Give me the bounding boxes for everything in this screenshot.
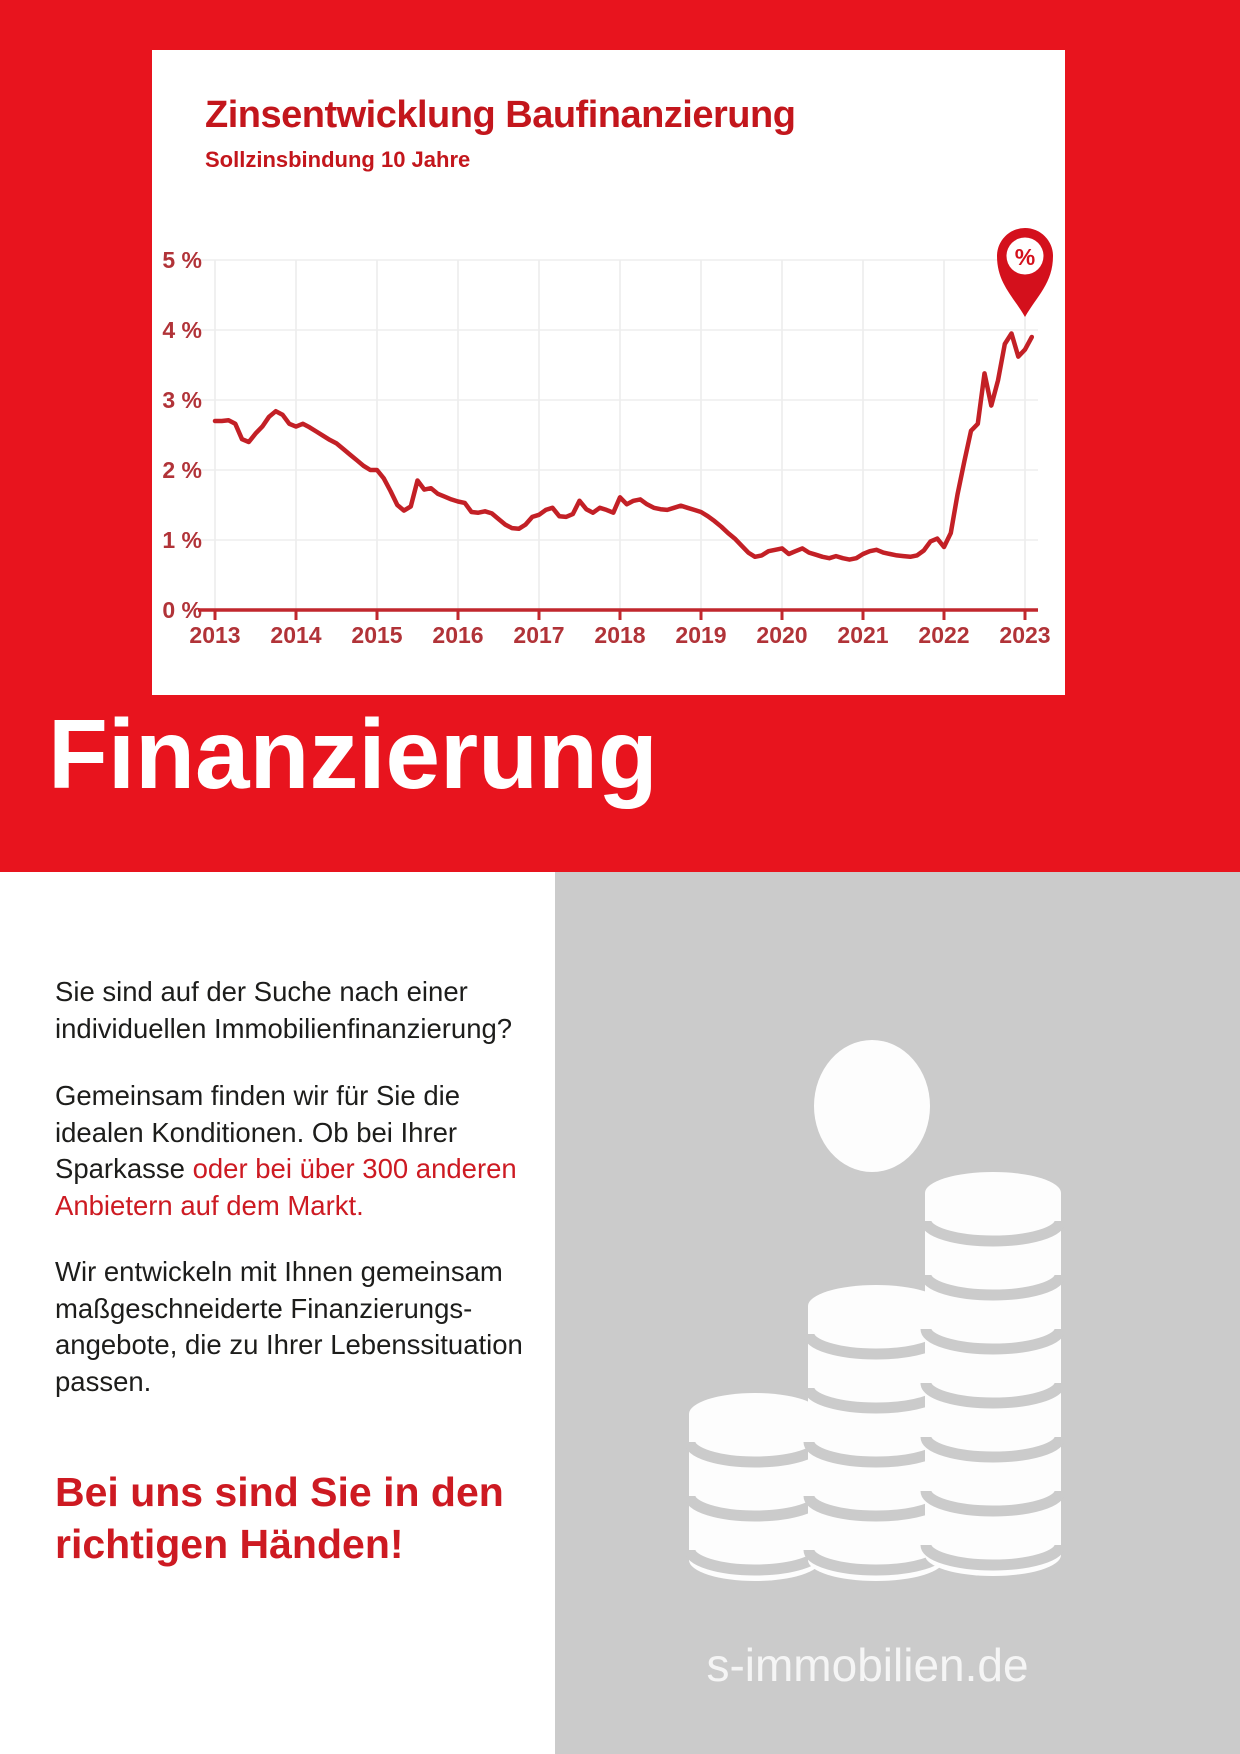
- paragraph-conditions-red: oder bei über 300 anderen Anbietern auf …: [55, 1153, 517, 1221]
- x-axis-label: 2013: [189, 622, 240, 648]
- closing-headline: Bei uns sind Sie in den richtigen Händen…: [55, 1469, 504, 1567]
- paragraph-offers: Wir entwickeln mit Ihnen gemeinsam maßge…: [55, 1256, 523, 1397]
- y-axis-label: 0 %: [162, 597, 202, 623]
- person-coins-icon: [684, 1040, 1066, 1581]
- y-axis-label: 2 %: [162, 457, 202, 483]
- x-axis-label: 2016: [432, 622, 483, 648]
- percent-pin-icon: %: [997, 228, 1053, 317]
- x-axis-label: 2017: [513, 622, 564, 648]
- x-axis-label: 2023: [999, 622, 1050, 648]
- page-title: Finanzierung: [48, 699, 658, 809]
- x-axis-label: 2021: [837, 622, 888, 648]
- interest-rate-chart: 0 % 1 % 2 % 3 % 4 % 5 % 2013 2014 2015 2016 2017 20…: [162, 228, 1053, 648]
- x-axis-label: 2022: [918, 622, 969, 648]
- x-axis-label: 2020: [756, 622, 807, 648]
- x-axis-label: 2015: [351, 622, 402, 648]
- rate-line: [212, 331, 1035, 562]
- x-axis-label: 2018: [594, 622, 645, 648]
- person-head-icon: [814, 1040, 930, 1172]
- pictogram-panel: s-immobilien.de: [555, 872, 1240, 1754]
- y-axis-label: 1 %: [162, 527, 202, 553]
- paragraph-conditions: Gemeinsam finden wir für Sie die idealen…: [55, 1078, 560, 1224]
- paragraph-conditions-black: Gemeinsam finden wir für Sie die idealen…: [55, 1080, 461, 1184]
- y-axis-label: 4 %: [162, 317, 202, 343]
- y-axis-label: 3 %: [162, 387, 202, 413]
- paragraph-search: Sie sind auf der Suche nach einer indivi…: [55, 976, 513, 1044]
- chart-title: Zinsentwicklung Baufinanzierung: [205, 94, 796, 136]
- y-axis-label: 5 %: [162, 247, 202, 273]
- chart-grid: [200, 259, 1038, 610]
- interest-chart-card: 0 % 1 % 2 % 3 % 4 % 5 % 2013 2014 2015 2016 2017 20…: [152, 50, 1065, 695]
- coin-stack-icon: [684, 1393, 826, 1581]
- website-label: s-immobilien.de: [706, 1639, 1029, 1691]
- svg-text:%: %: [1015, 244, 1035, 270]
- x-axis-label: 2019: [675, 622, 726, 648]
- x-axis-label: 2014: [270, 622, 321, 648]
- hero-red-section: 0 % 1 % 2 % 3 % 4 % 5 % 2013 2014 2015 2016 2017 20…: [0, 0, 1240, 872]
- coin-stack-icon: [920, 1172, 1066, 1576]
- x-axis: [198, 608, 1038, 620]
- chart-subtitle: Sollzinsbindung 10 Jahre: [205, 147, 471, 172]
